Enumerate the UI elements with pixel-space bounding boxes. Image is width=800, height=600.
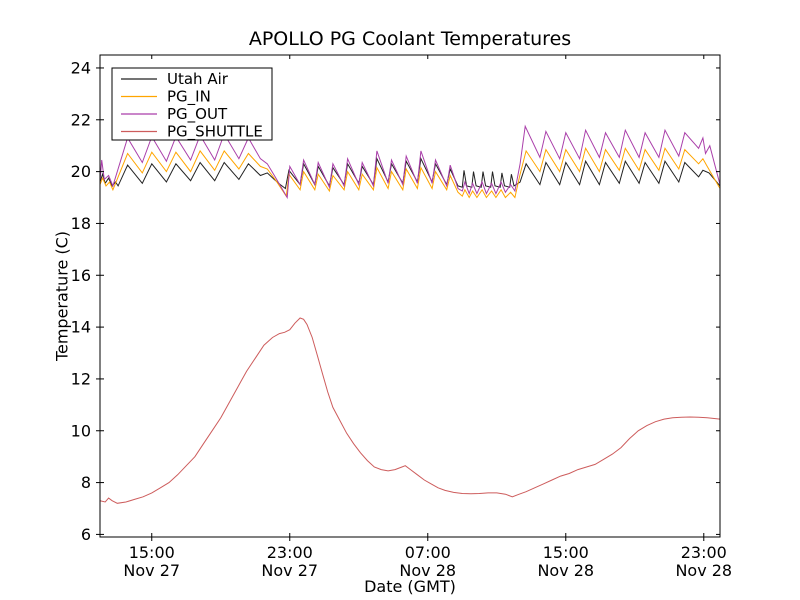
legend-box bbox=[111, 67, 273, 141]
x-tick-label-time: 15:00 bbox=[129, 543, 175, 562]
x-tick-label-date: Nov 28 bbox=[399, 561, 456, 580]
y-tick-label: 8 bbox=[81, 473, 91, 492]
y-tick-label: 24 bbox=[71, 58, 91, 77]
legend-label: PG_SHUTTLE bbox=[167, 123, 263, 142]
x-tick-label-date: Nov 27 bbox=[123, 561, 180, 580]
x-tick-label-time: 23:00 bbox=[681, 543, 727, 562]
series-line-pg-in bbox=[100, 147, 720, 199]
x-tick-label-time: 15:00 bbox=[543, 543, 589, 562]
y-tick-label: 20 bbox=[71, 162, 91, 181]
y-tick-label: 12 bbox=[71, 369, 91, 388]
x-tick-label-date: Nov 28 bbox=[675, 561, 732, 580]
x-tick-label-date: Nov 27 bbox=[261, 561, 318, 580]
x-axis-label: Date (GMT) bbox=[364, 577, 456, 596]
x-tick-label-time: 23:00 bbox=[267, 543, 313, 562]
y-tick-label: 10 bbox=[71, 421, 91, 440]
chart-title: APOLLO PG Coolant Temperatures bbox=[248, 28, 572, 50]
legend-label: PG_OUT bbox=[167, 105, 228, 124]
legend-label: PG_IN bbox=[167, 88, 211, 107]
y-tick-label: 6 bbox=[81, 525, 91, 544]
x-tick-label-date: Nov 28 bbox=[537, 561, 594, 580]
y-tick-label: 14 bbox=[71, 318, 91, 337]
y-tick-label: 18 bbox=[71, 214, 91, 233]
plot-frame bbox=[99, 54, 721, 538]
series-group bbox=[100, 124, 720, 504]
legend-label: Utah Air bbox=[167, 70, 229, 88]
y-tick-label: 22 bbox=[71, 110, 91, 129]
x-tick-label-time: 07:00 bbox=[405, 543, 451, 562]
y-tick-label: 16 bbox=[71, 266, 91, 285]
series-line-pg-shuttle bbox=[100, 317, 720, 504]
series-line-utah-air bbox=[100, 156, 720, 190]
